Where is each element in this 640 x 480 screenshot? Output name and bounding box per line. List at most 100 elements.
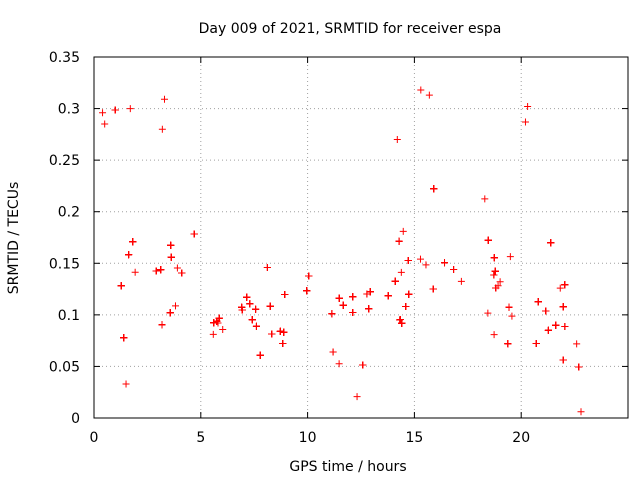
data-point [210, 319, 218, 327]
data-point [252, 322, 260, 330]
x-axis-tick-labels: 0 5 10 15 20 [90, 430, 531, 446]
data-point [238, 303, 246, 311]
data-point [429, 285, 437, 293]
data-point [166, 309, 174, 317]
data-point [125, 251, 133, 259]
data-point [122, 380, 130, 388]
x-tick-label: 0 [90, 430, 99, 446]
x-tick-label: 20 [512, 430, 530, 446]
data-point [363, 290, 371, 298]
data-point [158, 321, 166, 329]
y-tick-label: 0.2 [58, 205, 80, 221]
data-point [101, 120, 109, 128]
data-point [405, 290, 413, 298]
data-point [158, 125, 166, 133]
y-axis-label: SRMTID / TECUs [6, 182, 22, 295]
data-point [178, 269, 186, 277]
y-tick-label: 0.25 [49, 153, 80, 169]
data-point [521, 118, 529, 126]
data-point [561, 281, 569, 289]
data-point [404, 256, 412, 264]
data-point [417, 86, 425, 94]
data-point [490, 271, 498, 279]
data-point [552, 321, 560, 329]
data-point [167, 241, 175, 249]
data-point [450, 266, 458, 274]
data-point [365, 305, 373, 313]
data-point [416, 255, 424, 263]
data-point [393, 136, 401, 144]
data-point [422, 261, 430, 269]
x-tick-label: 5 [196, 430, 205, 446]
data-point [492, 284, 500, 292]
data-point [129, 238, 137, 246]
plot-frame [93, 56, 629, 419]
data-point [281, 290, 289, 298]
data-point [167, 253, 175, 261]
data-point [484, 236, 492, 244]
data-point [349, 293, 357, 301]
data-point [490, 331, 498, 339]
data-point [248, 316, 256, 324]
data-point [425, 91, 433, 99]
data-point [268, 330, 276, 338]
data-point [329, 348, 337, 356]
data-points [99, 86, 585, 416]
chart-title: Day 009 of 2021, SRMTID for receiver esp… [199, 21, 502, 37]
y-tick-label: 0.15 [49, 256, 80, 272]
data-point [484, 309, 492, 317]
data-point [173, 264, 181, 272]
data-point [160, 95, 168, 103]
data-point [263, 263, 271, 271]
y-axis-tick-labels: 0 0.05 0.1 0.15 0.2 0.25 0.3 0.35 [49, 50, 80, 427]
data-point [430, 185, 438, 193]
x-axis-label: GPS time / hours [289, 459, 406, 475]
data-point [496, 278, 504, 286]
y-tick-label: 0.1 [58, 308, 80, 324]
data-point [353, 393, 361, 401]
y-tick-label: 0.3 [58, 102, 80, 118]
data-point [481, 195, 489, 203]
data-point [457, 277, 465, 285]
y-tick-label: 0.05 [49, 359, 80, 375]
data-point [577, 408, 585, 416]
data-point [328, 310, 336, 318]
data-point [491, 267, 499, 275]
data-point [243, 293, 251, 301]
data-point [384, 292, 392, 300]
data-point [252, 305, 260, 313]
data-point [399, 227, 407, 235]
grid-lines [94, 57, 628, 418]
data-point [280, 328, 288, 336]
data-point [349, 308, 357, 316]
data-point [508, 312, 516, 320]
y-tick-label: 0 [71, 411, 80, 427]
data-point [152, 267, 160, 275]
data-point [359, 361, 367, 369]
data-point [544, 326, 552, 334]
data-point [213, 317, 221, 325]
data-point [391, 277, 399, 285]
data-point [556, 284, 564, 292]
data-point [219, 326, 227, 334]
data-point [120, 334, 128, 342]
data-point [190, 230, 198, 238]
data-point [171, 302, 179, 310]
data-point [561, 323, 569, 331]
data-point [335, 294, 343, 302]
x-tick-label: 15 [405, 430, 423, 446]
data-point [398, 319, 406, 327]
data-point [335, 360, 343, 368]
data-point [402, 302, 410, 310]
data-point [575, 363, 583, 371]
data-point [504, 340, 512, 348]
data-point [209, 330, 217, 338]
data-point [559, 303, 567, 311]
data-point [131, 268, 139, 276]
data-point [117, 282, 125, 290]
axis-ticks [93, 56, 628, 419]
data-point [276, 327, 284, 335]
data-point [339, 301, 347, 309]
data-point [490, 254, 498, 262]
